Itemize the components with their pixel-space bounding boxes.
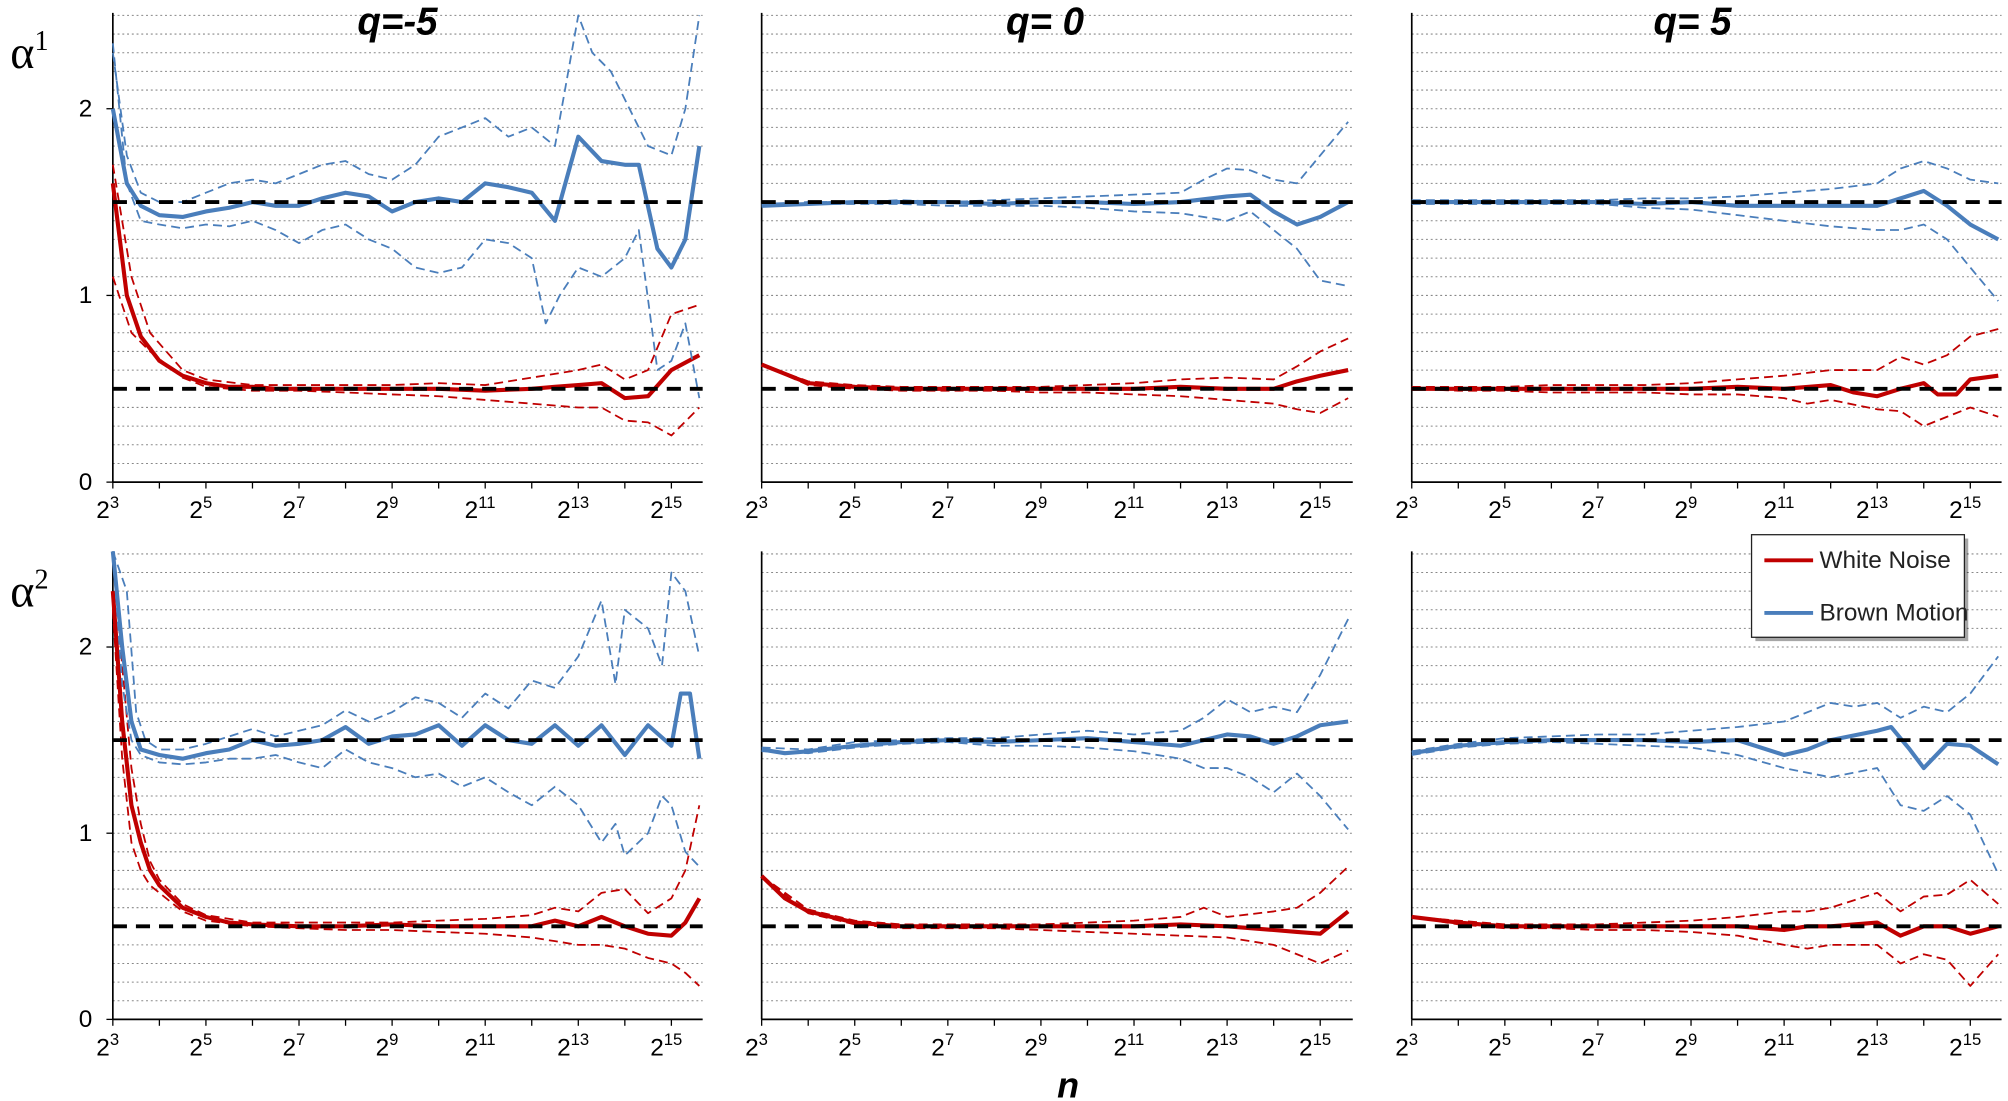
- panel-r2-c1: 0 1 2 23 25 27 29 211 213 215: [79, 551, 703, 1061]
- x-tick-label: 215: [650, 493, 682, 524]
- panel-r2-c3: 23 25 27 29 211 213 215: [1395, 551, 2002, 1061]
- column-title: q=-5: [357, 1, 438, 44]
- x-tick-label: 27: [282, 1030, 305, 1061]
- series-white-noise-upper: [761, 337, 1349, 388]
- series-brown-motion-mean: [1411, 724, 2000, 771]
- legend-label: White Noise: [1820, 547, 1951, 574]
- series-white-noise-lower: [111, 276, 700, 437]
- x-tick-label: 27: [931, 1030, 954, 1061]
- y-tick-label: 0: [79, 1006, 93, 1033]
- x-tick-label: 215: [650, 1030, 682, 1061]
- series-brown-motion-upper: [111, 14, 701, 203]
- x-axis-label: n: [1057, 1066, 1079, 1101]
- column-title: q= 0: [1006, 1, 1085, 44]
- series-brown-motion-mean: [1411, 188, 2000, 242]
- series-brown-motion-upper: [1411, 655, 1999, 753]
- x-tick-label: 27: [1581, 1030, 1604, 1061]
- x-tick-label: 211: [465, 1030, 496, 1061]
- x-tick-label: 211: [1113, 493, 1144, 524]
- x-tick-label: 213: [1856, 493, 1888, 524]
- x-tick-label: 29: [1024, 1030, 1047, 1061]
- x-tick-label: 25: [1488, 1030, 1511, 1061]
- series-white-noise-upper: [111, 164, 700, 386]
- x-tick-label: 25: [838, 1030, 861, 1061]
- x-tick-label: 29: [376, 493, 399, 524]
- x-tick-label: 215: [1299, 1030, 1331, 1061]
- x-tick-label: 23: [745, 493, 768, 524]
- y-tick-label: 0: [79, 469, 93, 496]
- x-tick-label: 215: [1299, 493, 1331, 524]
- series-brown-motion-lower: [111, 43, 701, 399]
- series-white-noise-upper: [761, 866, 1349, 926]
- series-brown-motion-upper: [111, 551, 701, 751]
- x-tick-label: 25: [1488, 493, 1511, 524]
- panel-r1-c3: 23 25 27 29 211 213 215: [1395, 12, 2002, 524]
- column-title: q= 5: [1654, 1, 1733, 44]
- legend: White Noise Brown Motion: [1750, 534, 1969, 642]
- row-label: α2: [10, 565, 48, 617]
- x-tick-label: 23: [745, 1030, 768, 1061]
- x-tick-label: 213: [557, 1030, 589, 1061]
- x-tick-label: 25: [189, 493, 212, 524]
- x-tick-label: 213: [557, 493, 589, 524]
- series-brown-motion-lower: [761, 741, 1349, 831]
- x-tick-label: 27: [1581, 493, 1604, 524]
- series-brown-motion-lower: [761, 203, 1349, 287]
- x-tick-label: 23: [1395, 493, 1418, 524]
- panel-r1-c1: 0 1 2 23 25 27 29 211 213 215: [79, 12, 703, 524]
- series-white-noise-lower: [761, 875, 1349, 965]
- x-tick-label: 23: [96, 1030, 119, 1061]
- x-tick-label: 23: [1395, 1030, 1418, 1061]
- series-white-noise-lower: [761, 363, 1349, 414]
- x-tick-label: 29: [1024, 493, 1047, 524]
- x-tick-label: 27: [282, 493, 305, 524]
- legend-box: [1750, 534, 1966, 638]
- x-tick-label: 29: [1674, 493, 1697, 524]
- y-tick-label: 1: [79, 820, 93, 847]
- series-white-noise-lower: [1411, 916, 1999, 987]
- series-brown-motion-mean: [110, 108, 702, 270]
- series-white-noise-lower: [1411, 387, 1999, 427]
- x-tick-label: 213: [1856, 1030, 1888, 1061]
- series-white-noise-upper: [1411, 878, 1999, 926]
- panel-r1-c2: 23 25 27 29 211 213 215: [745, 12, 1353, 524]
- series-brown-motion-lower: [1411, 741, 2000, 875]
- x-tick-label: 27: [931, 493, 954, 524]
- x-tick-label: 211: [465, 493, 496, 524]
- series-white-noise-upper: [1411, 328, 1999, 388]
- x-tick-label: 211: [1764, 1030, 1795, 1061]
- series-white-noise-upper: [111, 553, 701, 924]
- y-tick-label: 1: [79, 282, 93, 309]
- y-tick-label: 2: [79, 634, 93, 661]
- x-tick-label: 215: [1949, 493, 1981, 524]
- series-brown-motion-upper: [761, 121, 1349, 205]
- series-brown-motion-mean: [761, 192, 1350, 227]
- panel-r2-c2: 23 25 27 29 211 213 215: [745, 551, 1353, 1061]
- row-label: α1: [10, 26, 48, 78]
- y-tick-label: 2: [79, 95, 93, 122]
- series-white-noise-lower: [111, 609, 700, 987]
- x-tick-label: 25: [838, 493, 861, 524]
- series-brown-motion-lower: [1411, 203, 1999, 302]
- x-tick-label: 215: [1949, 1030, 1981, 1061]
- x-tick-label: 213: [1206, 1030, 1238, 1061]
- x-tick-label: 213: [1206, 493, 1238, 524]
- x-tick-label: 29: [1674, 1030, 1697, 1061]
- legend-label: Brown Motion: [1820, 600, 1969, 627]
- x-tick-label: 25: [189, 1030, 212, 1061]
- x-tick-label: 211: [1764, 493, 1795, 524]
- x-tick-label: 29: [376, 1030, 399, 1061]
- series-brown-motion-upper: [761, 618, 1349, 751]
- series-brown-motion-lower: [111, 551, 700, 868]
- series-brown-motion-mean: [110, 551, 702, 761]
- x-tick-label: 211: [1113, 1030, 1144, 1061]
- series-white-noise-mean: [110, 183, 701, 401]
- x-tick-label: 23: [96, 493, 119, 524]
